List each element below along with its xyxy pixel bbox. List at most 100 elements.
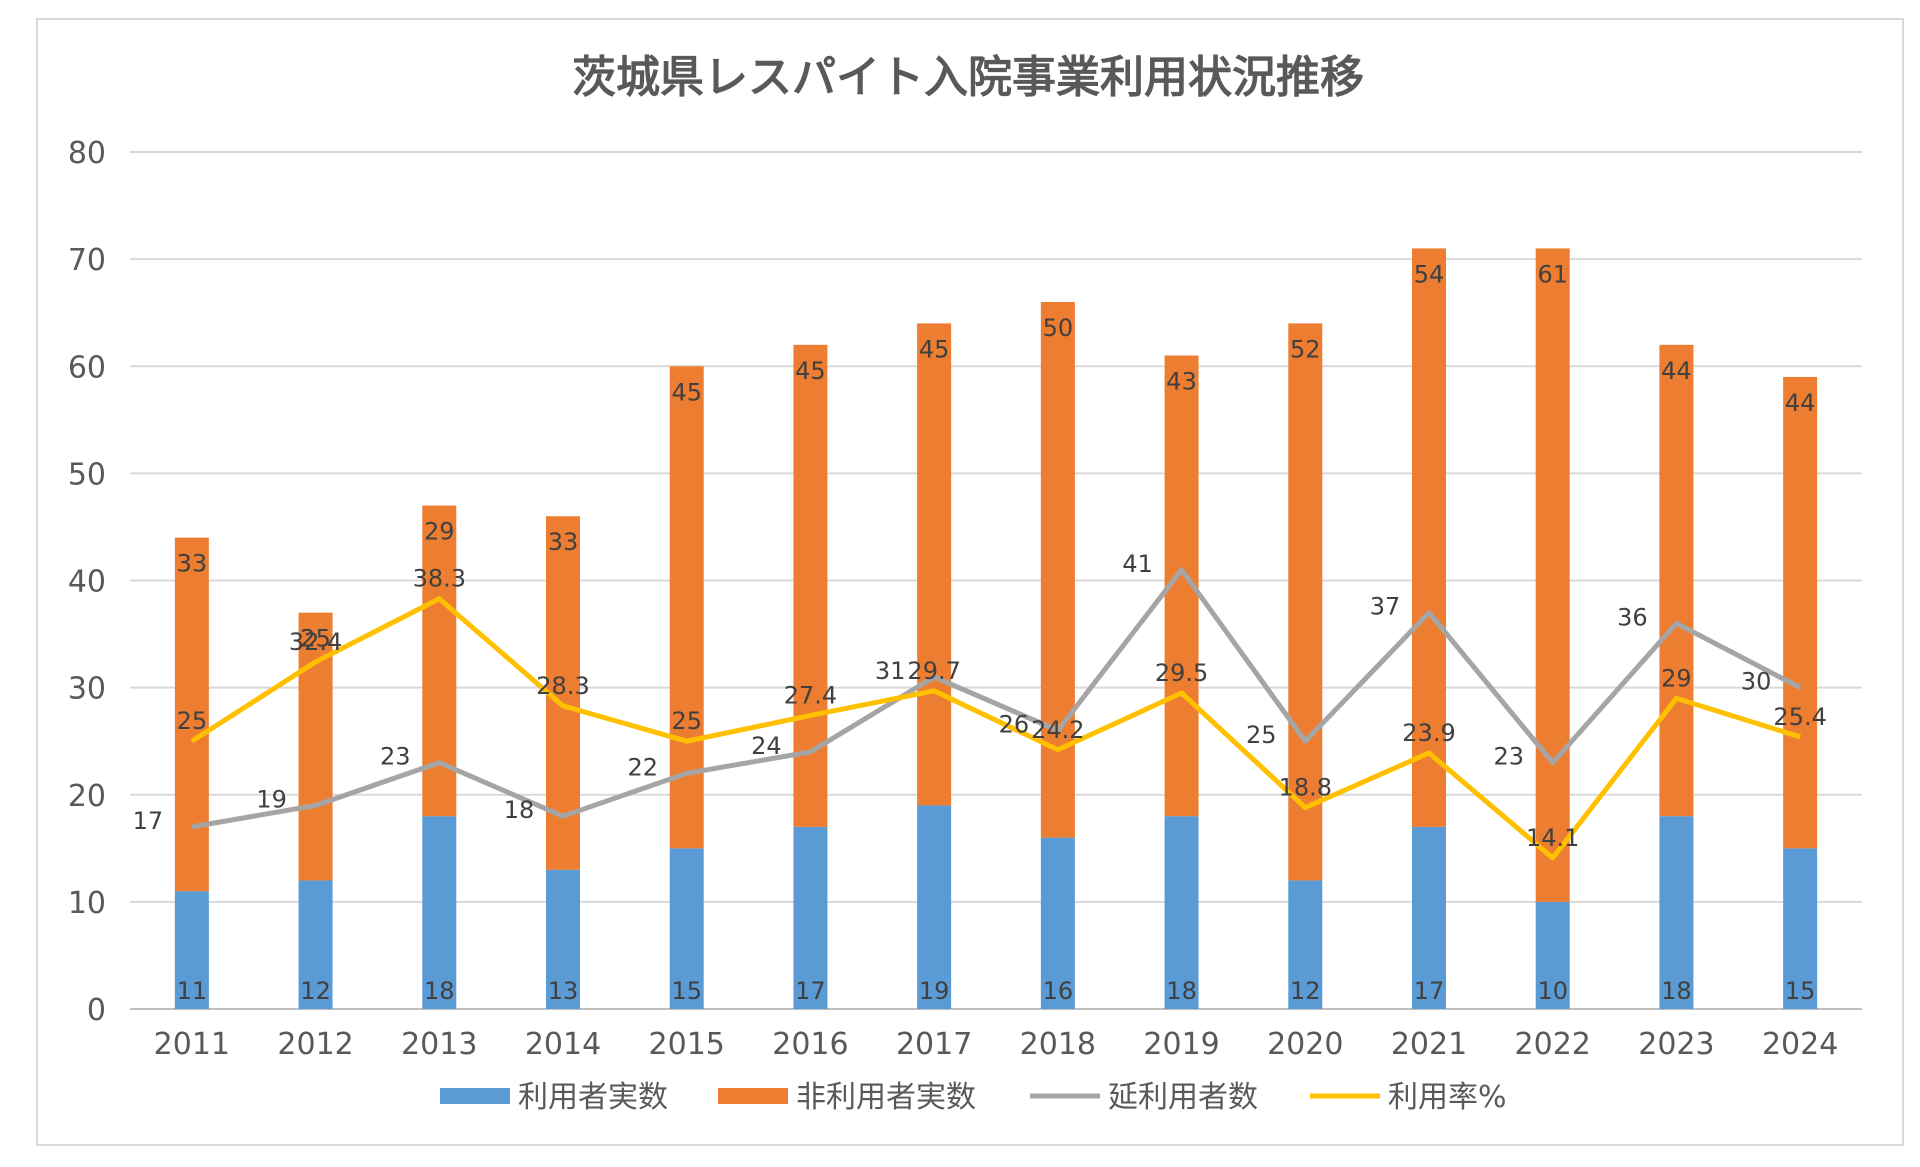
bar-label-nonuser-count: 50 [1043,314,1074,342]
bar-label-user-count: 16 [1043,977,1074,1005]
bar-nonuser-count [1288,323,1323,881]
line-label-total-users: 26 [999,710,1030,738]
line-label-total-users: 17 [133,807,164,835]
line-label-total-users: 18 [504,796,535,824]
line-series [190,567,1802,861]
line-label-usage-rate: 32.4 [289,628,342,656]
x-tick-label: 2015 [649,1027,725,1062]
line-label-usage-rate: 14.1 [1526,824,1579,852]
x-tick-label: 2014 [525,1027,601,1062]
bar-user-count [669,848,704,1009]
bar-nonuser-count [1659,344,1694,817]
bar-label-user-count: 10 [1537,977,1568,1005]
bar-label-user-count: 15 [1785,977,1816,1005]
x-tick-label: 2021 [1391,1027,1467,1062]
bar-user-count [546,869,580,1009]
line-label-total-users: 41 [1122,550,1153,578]
line-label-total-users: 23 [1493,743,1524,771]
line-label-total-users: 37 [1370,593,1401,621]
line-label-total-users: 19 [256,785,287,813]
bar-user-count [298,880,333,1009]
bar-user-count [422,816,457,1009]
x-tick-label: 2022 [1515,1027,1591,1062]
x-tick-label: 2018 [1020,1027,1096,1062]
bar-nonuser-count [1412,248,1446,827]
y-tick-label: 40 [68,565,106,600]
x-tick-label: 2019 [1143,1027,1219,1062]
line-label-usage-rate: 18.8 [1279,774,1332,802]
legend-total-users-label: 延利用者数 [1108,1080,1258,1115]
y-tick-label: 0 [87,993,106,1028]
gridlines [130,151,1862,1010]
bar-label-user-count: 17 [795,977,826,1005]
line-label-usage-rate: 25.4 [1773,703,1826,731]
line-label-total-users: 30 [1741,668,1772,696]
legend: 利用者実数 非利用者実数 延利用者数 利用率% [440,1080,1507,1115]
line-label-usage-rate: 25 [177,707,208,735]
bar-label-nonuser-count: 45 [795,357,826,385]
bar-nonuser-count [1783,376,1818,849]
bar-label-user-count: 15 [671,977,702,1005]
bar-label-user-count: 11 [177,977,208,1005]
bar-nonuser-count [1535,248,1570,902]
bar-label-nonuser-count: 44 [1785,389,1816,417]
x-tick-label: 2013 [401,1027,477,1062]
line-usage-rate [190,596,1801,861]
line-label-usage-rate: 29.7 [907,657,960,685]
y-tick-label: 50 [68,457,106,492]
bar-label-nonuser-count: 54 [1414,260,1445,288]
bar-label-user-count: 19 [919,977,950,1005]
bar-user-count [793,826,828,1009]
line-label-usage-rate: 24.2 [1031,716,1084,744]
bar-label-nonuser-count: 52 [1290,335,1321,363]
line-label-usage-rate: 28.3 [536,672,589,700]
y-tick-label: 30 [68,672,106,707]
line-label-total-users: 25 [1246,721,1277,749]
x-tick-label: 2016 [772,1027,848,1062]
chart-frame [36,18,1904,1146]
bar-label-nonuser-count: 33 [548,528,579,556]
bar-label-nonuser-count: 44 [1661,357,1692,385]
bar-label-user-count: 17 [1414,977,1445,1005]
line-label-usage-rate: 38.3 [413,565,466,593]
bar-label-user-count: 13 [548,977,579,1005]
bar-user-count [1783,848,1818,1009]
bar-nonuser-count [1040,301,1075,838]
bar-user-count [1659,816,1694,1009]
y-tick-label: 60 [68,350,106,385]
bar-user-count [1040,837,1075,1009]
bar-label-nonuser-count: 45 [919,335,950,363]
bar-label-nonuser-count: 45 [671,378,702,406]
bar-label-nonuser-count: 33 [177,550,208,578]
bar-user-count [1412,826,1446,1009]
bar-nonuser-count [917,323,952,806]
line-label-usage-rate: 27.4 [784,681,837,709]
y-tick-label: 10 [68,886,106,921]
bar-label-user-count: 18 [1166,977,1197,1005]
x-tick-label: 2023 [1638,1027,1714,1062]
legend-nonuser-count-label: 非利用者実数 [796,1080,976,1115]
legend-usage-rate-label: 利用率% [1388,1080,1507,1115]
line-label-total-users: 22 [627,753,658,781]
y-tick-label: 80 [68,136,106,171]
data-labels: 11 12 18 13 15 17 19 16 18 12 17 10 18 15 33 25 29 33 45 45… [133,260,1827,1005]
bar-user-count [1164,816,1199,1009]
x-tick-label: 2020 [1267,1027,1343,1062]
line-label-usage-rate: 29 [1661,664,1692,692]
bars [174,248,1818,1009]
bar-user-count [1535,901,1570,1009]
line-label-usage-rate: 25 [671,707,702,735]
y-tick-label: 20 [68,779,106,814]
bar-label-nonuser-count: 43 [1166,368,1197,396]
axis-ticks: 0 10 20 30 40 50 60 70 80 2011 2012 2013 2014 2015 201… [68,136,1839,1062]
bar-user-count [1288,880,1323,1009]
bar-user-count [917,805,952,1009]
x-tick-label: 2012 [277,1027,353,1062]
line-label-total-users: 23 [380,743,411,771]
line-label-usage-rate: 29.5 [1155,659,1208,687]
line-total-users [191,567,1802,830]
line-label-total-users: 31 [875,657,906,685]
y-tick-label: 70 [68,243,106,278]
bar-label-nonuser-count: 25 [300,625,331,653]
